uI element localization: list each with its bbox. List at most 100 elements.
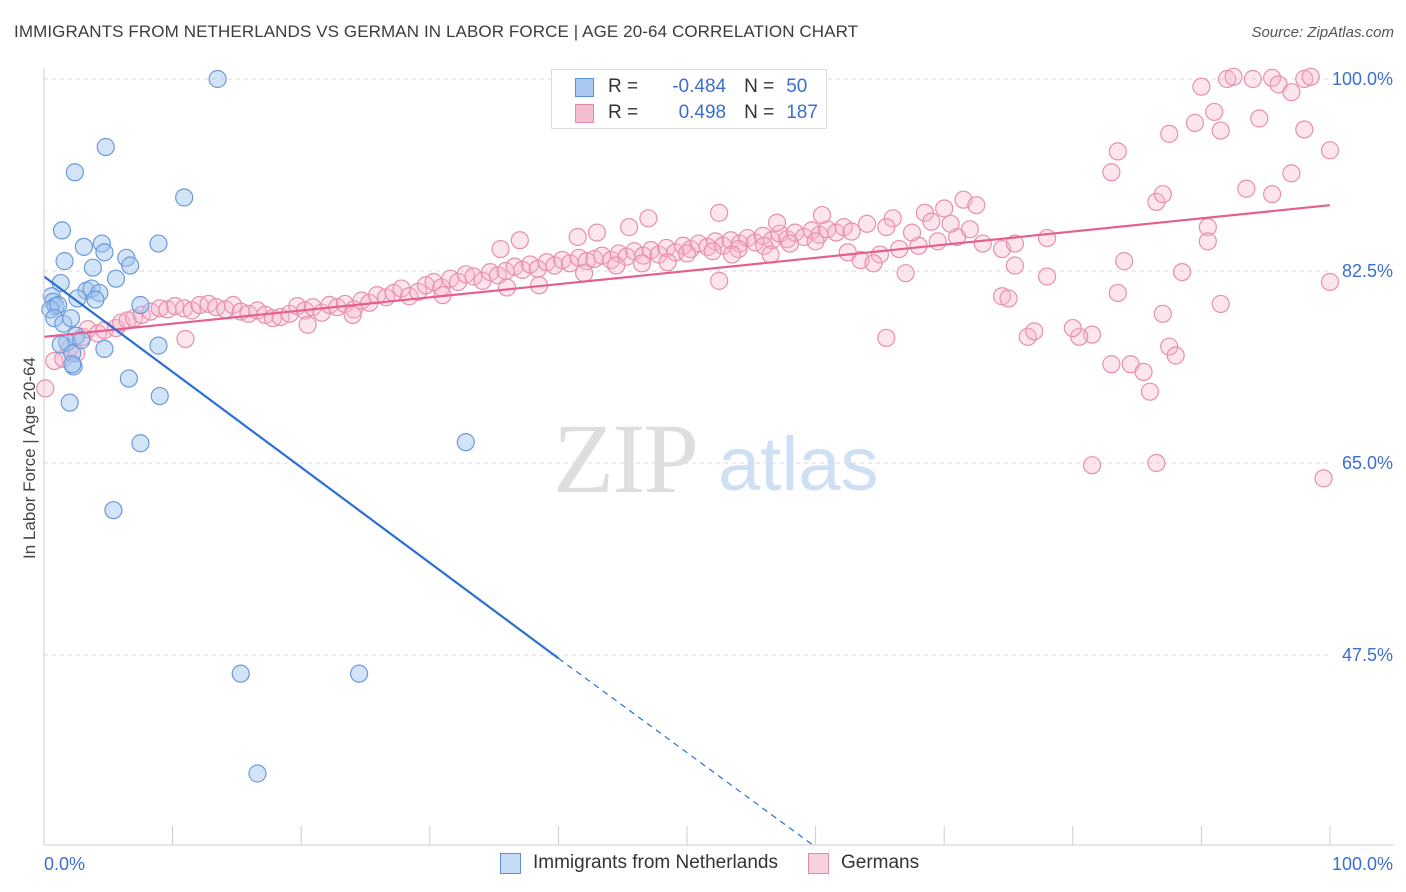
germans-point xyxy=(1134,362,1153,382)
y-tick-label: 82.5% xyxy=(1342,261,1393,281)
bottom-legend-swatch-netherlands xyxy=(500,852,521,874)
netherlands-point xyxy=(208,69,227,89)
netherlands-point xyxy=(61,309,81,328)
germans-point xyxy=(842,222,861,241)
germans-point xyxy=(1147,453,1166,473)
germans-point xyxy=(1282,164,1301,183)
germans-point xyxy=(1102,163,1121,182)
germans-point xyxy=(491,239,510,259)
germans-point xyxy=(1301,67,1320,86)
germans-point xyxy=(896,264,915,283)
germans-point xyxy=(1282,83,1301,102)
germans-point xyxy=(639,209,658,228)
y-tick-label: 65.0% xyxy=(1342,453,1393,473)
germans-point xyxy=(722,245,742,264)
legend-n-value: 50 xyxy=(786,76,808,97)
germans-point xyxy=(703,242,722,261)
germans-point xyxy=(1037,267,1057,286)
netherlands-point xyxy=(95,243,114,262)
germans-trend-line xyxy=(43,204,1331,338)
germans-point xyxy=(1102,355,1121,374)
germans-point xyxy=(1025,322,1044,341)
germans-point xyxy=(857,214,877,233)
netherlands-point xyxy=(55,252,74,271)
source-label: Source: ZipAtlas.com xyxy=(1251,24,1394,41)
netherlands-trend-line xyxy=(43,275,560,660)
germans-point xyxy=(1211,294,1230,314)
germans-point xyxy=(1005,234,1025,253)
germans-point xyxy=(1166,346,1185,365)
germans-point xyxy=(780,234,799,253)
germans-point xyxy=(1173,262,1192,282)
germans-point xyxy=(1153,304,1172,323)
netherlands-point xyxy=(131,434,150,453)
netherlands-point xyxy=(456,433,475,452)
germans-point xyxy=(464,267,483,286)
germans-point xyxy=(343,305,362,324)
germans-points xyxy=(36,67,1340,488)
germans-point xyxy=(176,329,195,349)
germans-point xyxy=(280,304,299,323)
bottom-legend-swatch-germans xyxy=(807,852,829,874)
netherlands-point xyxy=(86,290,105,309)
germans-point xyxy=(1211,121,1230,140)
germans-point xyxy=(767,213,787,232)
netherlands-point xyxy=(83,258,102,277)
germans-point xyxy=(150,299,169,318)
germans-point xyxy=(1263,185,1282,204)
bottom-legend-germans: Germans xyxy=(807,852,920,874)
germans-point xyxy=(806,232,825,251)
germans-point xyxy=(1250,109,1269,128)
netherlands-point xyxy=(104,501,123,520)
germans-point xyxy=(967,196,986,215)
x-tick-label-max: 100.0% xyxy=(1332,854,1393,874)
germans-point xyxy=(1295,120,1314,139)
germans-point xyxy=(497,278,517,297)
germans-point xyxy=(1205,102,1224,122)
legend-swatch-netherlands xyxy=(575,77,594,97)
germans-point xyxy=(960,220,980,239)
watermark-zip: ZIP xyxy=(553,403,697,514)
germans-point xyxy=(710,203,729,222)
trend-lines xyxy=(43,204,1331,848)
germans-point xyxy=(1320,141,1340,160)
legend-n-value: 187 xyxy=(786,102,818,123)
germans-point xyxy=(838,243,857,262)
germans-point xyxy=(1192,77,1211,96)
germans-point xyxy=(1140,382,1160,401)
netherlands-point xyxy=(131,295,150,315)
germans-point xyxy=(928,232,947,251)
germans-point xyxy=(877,328,896,348)
netherlands-point xyxy=(121,256,140,275)
y-tick-label: 47.5% xyxy=(1342,645,1393,665)
netherlands-point xyxy=(63,355,82,374)
netherlands-point xyxy=(248,764,267,783)
germans-point xyxy=(587,223,607,242)
bottom-legend-label-germans: Germans xyxy=(840,852,920,873)
germans-point xyxy=(922,212,941,231)
legend-n-label: N = xyxy=(744,76,775,97)
germans-point xyxy=(864,254,883,273)
y-tick-label: 100.0% xyxy=(1332,69,1393,89)
legend-swatch-germans xyxy=(575,103,594,123)
germans-point xyxy=(935,199,954,218)
germans-point xyxy=(1153,185,1172,204)
germans-point xyxy=(1198,232,1217,251)
germans-point xyxy=(1314,469,1333,488)
germans-point xyxy=(1160,124,1179,143)
germans-point xyxy=(1005,256,1025,275)
legend: R = -0.484 N = 50 R = 0.498 N = 187 xyxy=(551,69,827,129)
germans-point xyxy=(1063,318,1082,338)
netherlands-point xyxy=(96,137,115,157)
watermark-atlas: atlas xyxy=(718,422,879,507)
x-tick-label-min: 0.0% xyxy=(44,854,85,874)
germans-point xyxy=(812,205,832,225)
legend-r-label: R = xyxy=(608,102,639,123)
grid-layer: 47.5% 65.0% 82.5% 100.0% xyxy=(44,69,1393,665)
germans-point xyxy=(1037,228,1057,248)
netherlands-point xyxy=(119,369,138,388)
netherlands-point xyxy=(72,331,91,350)
legend-r-label: R = xyxy=(608,76,639,97)
germans-point xyxy=(1082,456,1102,475)
